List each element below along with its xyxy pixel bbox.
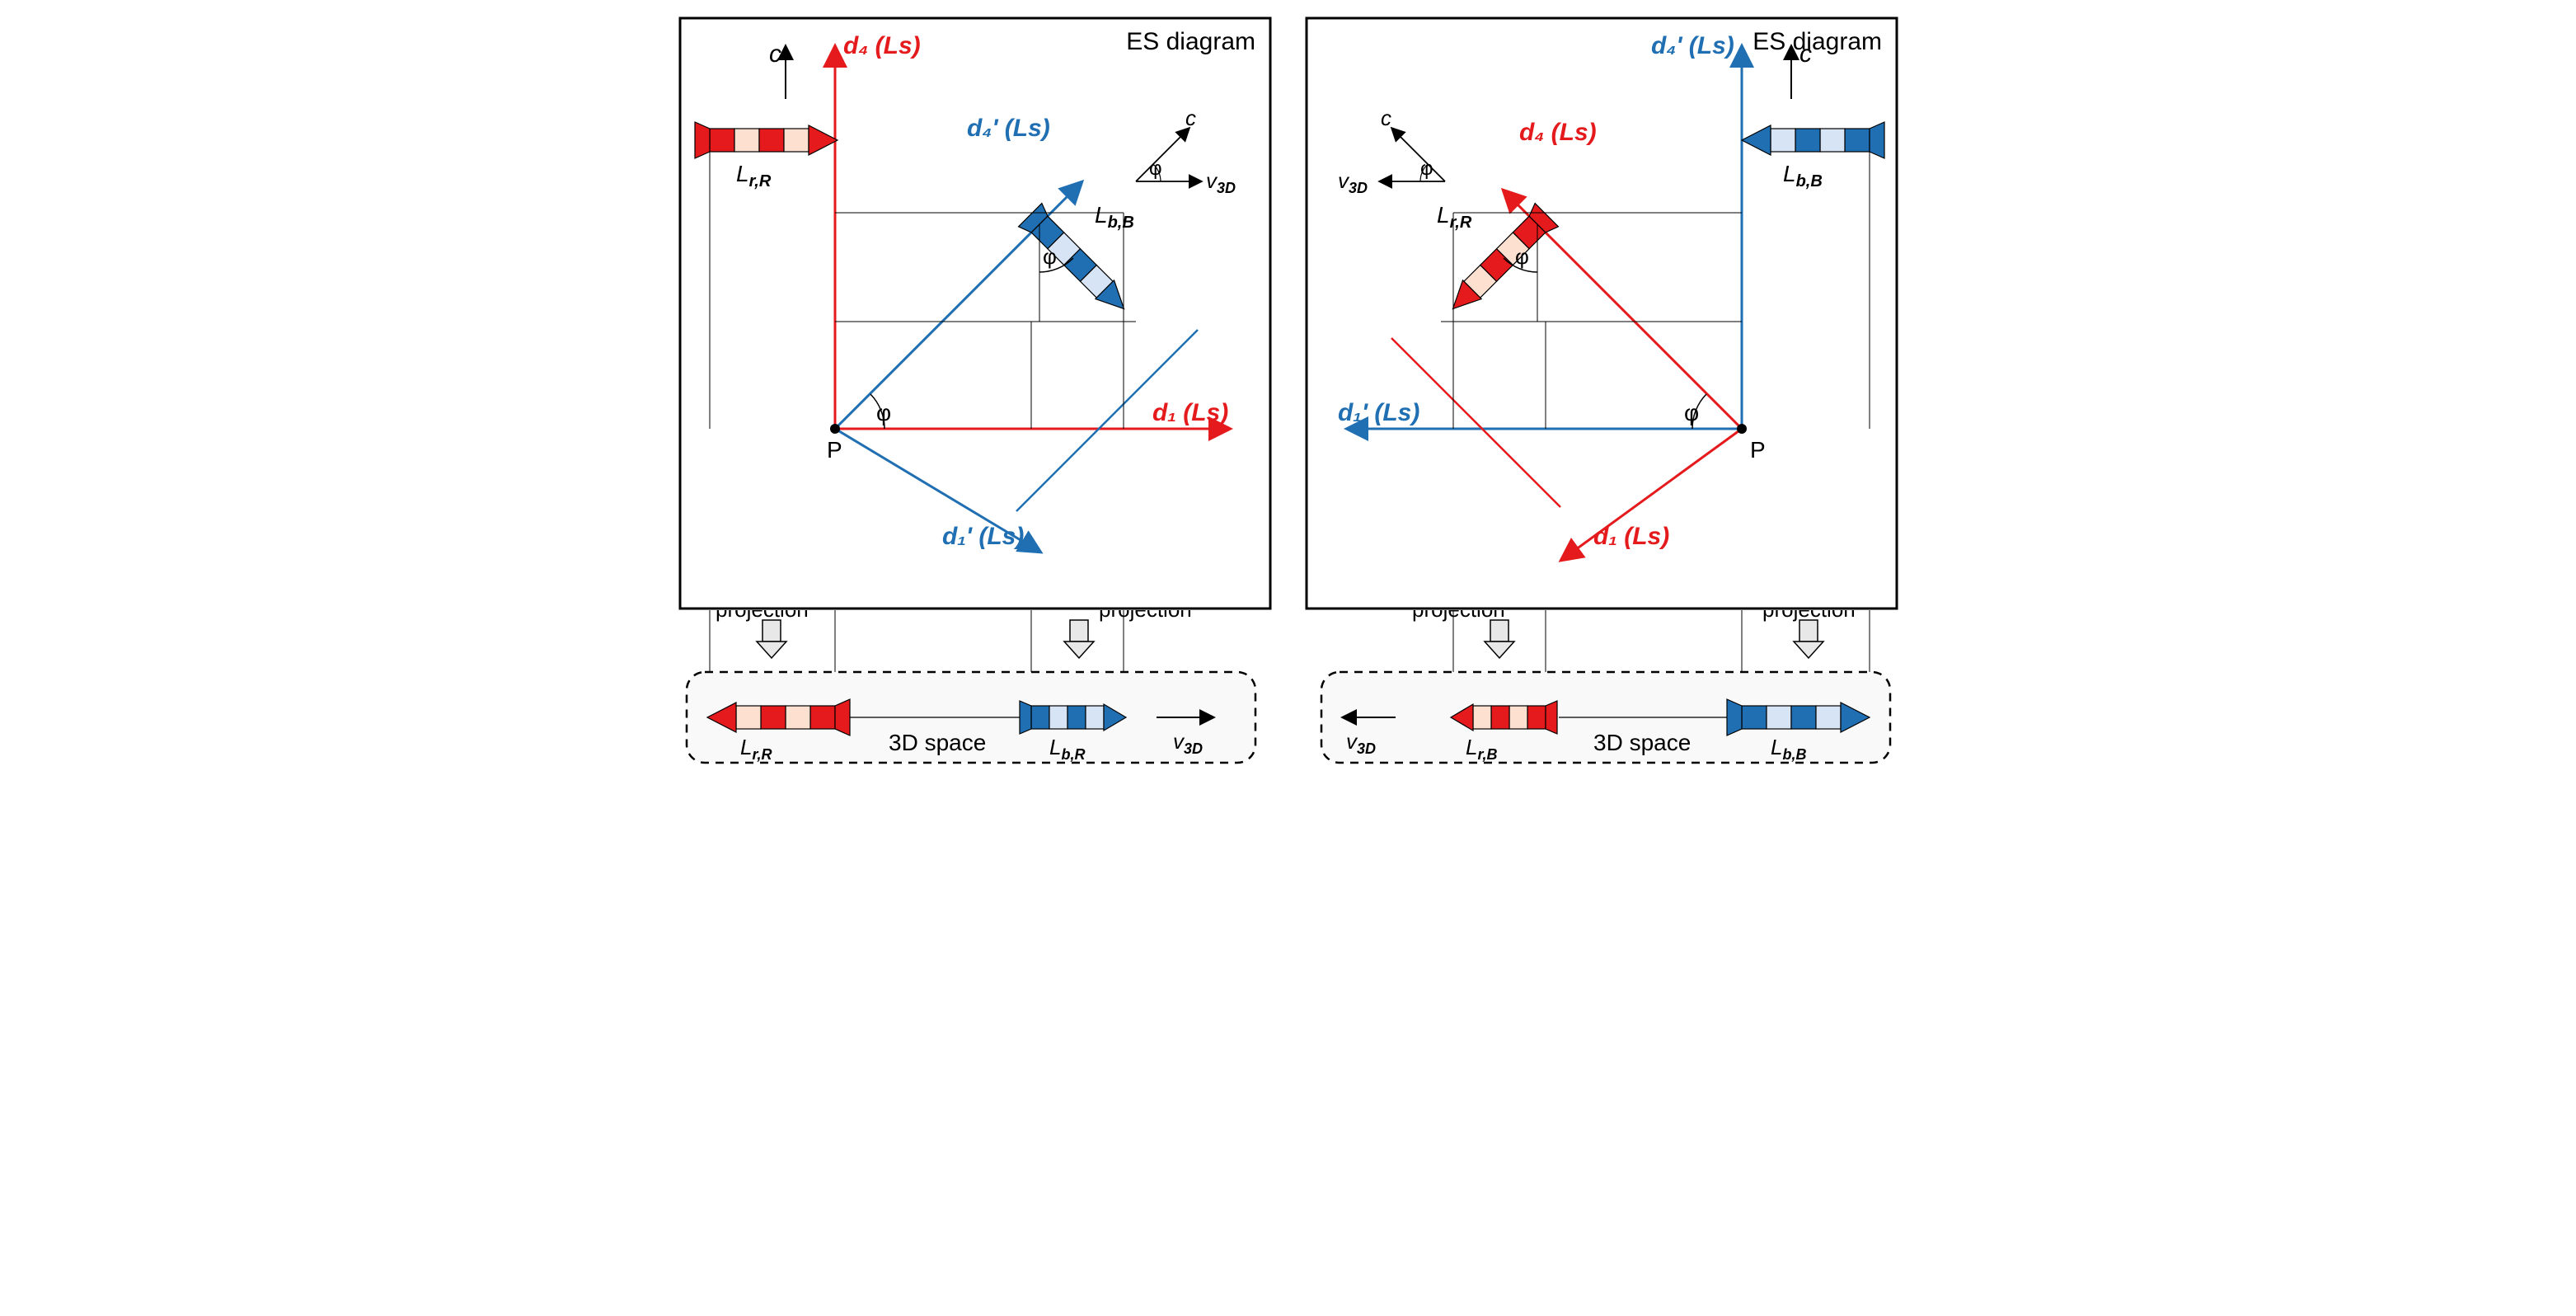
origin-p-dot-r [1737,424,1747,434]
right-panel-wrap: ES diagram d₁' (Ls) d₄' (Ls) c d₄ (Ls) d… [1305,16,1898,775]
svg-text:c: c [1185,106,1196,130]
proj-arrow-rl [1485,620,1514,658]
svg-text:φ: φ [1149,157,1162,180]
proj-label-rl: projection [1412,610,1505,622]
space3d-r: 3D space [1593,730,1691,755]
d1-label: d₁ (Ls) [1152,399,1228,426]
phi-label-origin: φ [876,400,891,425]
space3d-l: 3D space [889,730,986,755]
right-es-diagram: ES diagram d₁' (Ls) d₄' (Ls) c d₄ (Ls) d… [1305,16,1898,610]
proj-arrow-r [1064,620,1094,658]
proj-label-rr: projection [1762,610,1856,622]
d1-label-r: d₁ (Ls) [1593,523,1669,550]
panel-frame [680,18,1270,609]
proj-label-r: projection [1099,610,1192,622]
phi-tilt: φ [1043,244,1057,269]
d4p-label: d₄' (Ls) [967,115,1050,142]
right-bottom: projection projection v3D [1305,610,1898,775]
c-label-r: c [1799,40,1812,68]
left-bottom: projection projection Lr,R [678,610,1272,775]
d4-label-r: d₄ (Ls) [1519,119,1597,146]
proj-arrow-l [757,620,786,658]
c-label-left: c [769,40,781,68]
figure-container: ES diagram d₁ (Ls) d₄ (Ls) c d₄' (Ls) d₁… [16,16,2560,775]
phi-tilt-r: φ [1515,244,1529,269]
p-label-r: P [1750,437,1766,463]
es-diagram-label: ES diagram [1126,28,1255,55]
d4-label: d₄ (Ls) [843,32,921,59]
es-diagram-label: ES diagram [1753,28,1882,55]
origin-p-label: P [827,437,842,463]
d1p-label: d₁' (Ls) [942,523,1024,550]
proj-label-l: projection [716,610,809,622]
origin-p-dot [830,424,840,434]
phi-r: φ [1684,400,1699,425]
d1p-label-r: d₁' (Ls) [1338,399,1419,426]
left-es-diagram: ES diagram d₁ (Ls) d₄ (Ls) c d₄' (Ls) d₁… [678,16,1272,610]
panel-frame [1307,18,1897,609]
d4p-label-r: d₄' (Ls) [1651,32,1734,59]
svg-text:φ: φ [1420,157,1433,180]
left-panel-wrap: ES diagram d₁ (Ls) d₄ (Ls) c d₄' (Ls) d₁… [678,16,1272,775]
proj-arrow-rr [1794,620,1823,658]
svg-text:c: c [1381,106,1391,130]
